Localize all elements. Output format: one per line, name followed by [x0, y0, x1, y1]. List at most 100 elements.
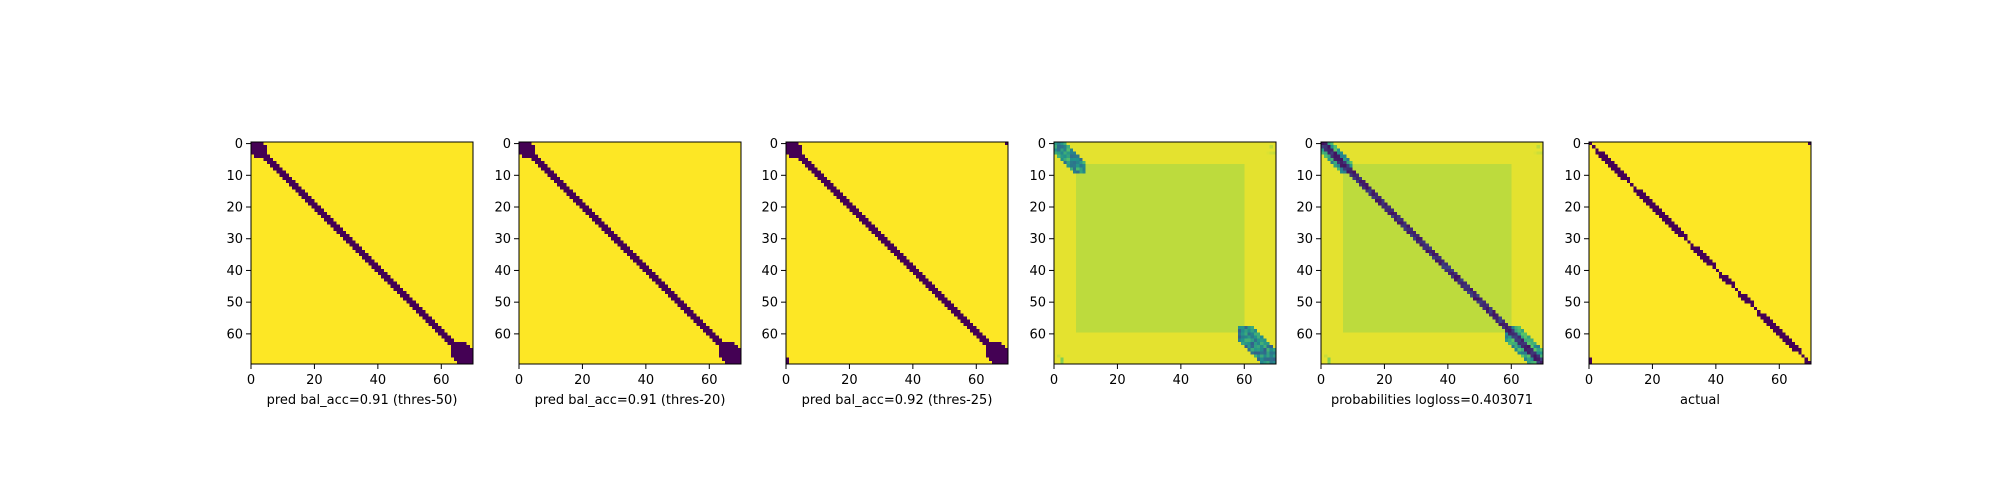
heatmap-cell — [466, 278, 471, 282]
heatmap-cell — [311, 230, 315, 235]
heatmap-cell — [304, 259, 309, 263]
heatmap-cell — [396, 341, 401, 346]
heatmap-cell — [428, 335, 433, 339]
heatmap-cell — [374, 351, 379, 355]
heatmap-cell — [406, 291, 410, 295]
heatmap-cell — [466, 313, 471, 317]
heatmap-cell — [349, 316, 353, 320]
heatmap-cell — [342, 243, 347, 247]
heatmap-cell — [308, 161, 312, 165]
heatmap-cell — [266, 151, 271, 155]
heatmap-cell — [422, 246, 426, 251]
heatmap-cell — [381, 357, 385, 362]
heatmap-cell — [289, 233, 293, 238]
heatmap-cell — [336, 157, 341, 162]
heatmap-cell — [384, 316, 388, 320]
heatmap-cell — [453, 319, 458, 324]
heatmap-cell — [323, 268, 328, 273]
heatmap-cell — [419, 154, 423, 159]
heatmap-cell — [419, 319, 423, 324]
heatmap-cell — [387, 192, 391, 197]
heatmap-cell — [282, 167, 287, 171]
heatmap-cell — [371, 291, 375, 295]
heatmap-cell — [450, 253, 455, 257]
heatmap-cell — [323, 237, 328, 241]
heatmap-cell — [365, 329, 369, 333]
heatmap-cell — [412, 265, 417, 270]
heatmap-cell — [311, 332, 315, 336]
heatmap-cell — [438, 164, 442, 168]
heatmap-cell — [251, 256, 255, 260]
heatmap-cell — [349, 325, 353, 330]
heatmap-cell — [349, 319, 353, 324]
heatmap-cell — [444, 281, 448, 286]
heatmap-cell — [415, 202, 420, 206]
heatmap-cell — [276, 233, 280, 238]
heatmap-cell — [263, 275, 268, 279]
heatmap-cell — [285, 268, 290, 273]
heatmap-cell — [396, 142, 401, 146]
heatmap-cell — [333, 142, 337, 146]
heatmap-cell — [314, 335, 318, 339]
heatmap-cell — [387, 142, 391, 146]
heatmap-cell — [270, 268, 274, 273]
heatmap-cell — [358, 360, 363, 365]
heatmap-cell — [406, 167, 410, 171]
heatmap-cell — [557, 142, 561, 146]
heatmap-cell — [371, 176, 375, 181]
heatmap-cell — [282, 214, 287, 219]
heatmap-cell — [358, 142, 363, 146]
heatmap-cell — [409, 306, 414, 311]
heatmap-cell — [270, 154, 274, 159]
heatmap-cell — [387, 211, 391, 216]
heatmap-cell — [266, 344, 271, 349]
heatmap-cell — [308, 183, 312, 187]
heatmap-cell — [438, 262, 442, 266]
heatmap-cell — [355, 202, 360, 206]
heatmap-cell — [469, 180, 474, 184]
heatmap-cell — [415, 170, 420, 175]
heatmap-cell — [457, 243, 461, 247]
heatmap-cell — [450, 249, 455, 254]
heatmap-cell — [330, 202, 334, 206]
heatmap-cell — [301, 233, 306, 238]
heatmap-cell — [349, 341, 353, 346]
heatmap-cell — [368, 161, 372, 165]
heatmap-cell — [431, 341, 436, 346]
heatmap-cell — [352, 249, 356, 254]
heatmap-cell — [355, 186, 360, 190]
heatmap-cell — [282, 202, 287, 206]
heatmap-cell — [279, 249, 284, 254]
heatmap-cell — [409, 313, 414, 317]
heatmap-cell — [419, 281, 423, 286]
heatmap-cell — [304, 360, 309, 365]
heatmap-cell — [301, 316, 306, 320]
heatmap-cell — [362, 221, 366, 225]
heatmap-cell — [460, 199, 464, 203]
heatmap-cell — [463, 237, 467, 241]
heatmap-cell — [346, 173, 350, 178]
heatmap-cell — [444, 237, 448, 241]
heatmap-cell — [453, 237, 458, 241]
heatmap-cell — [273, 316, 277, 320]
heatmap-cell — [330, 167, 334, 171]
heatmap-cell — [330, 338, 334, 343]
heatmap-cell — [266, 240, 271, 244]
heatmap-cell — [384, 224, 388, 228]
heatmap-cell — [276, 360, 280, 365]
heatmap-cell — [425, 240, 429, 244]
heatmap-cell — [434, 148, 439, 152]
heatmap-cell — [428, 233, 433, 238]
heatmap-cell — [266, 211, 271, 216]
heatmap-cell — [276, 211, 280, 216]
heatmap-cell — [560, 142, 564, 146]
heatmap-cell — [285, 351, 290, 355]
heatmap-cell — [279, 272, 284, 276]
heatmap-cell — [279, 205, 284, 209]
heatmap-cell — [254, 218, 258, 222]
heatmap-cell — [425, 170, 429, 175]
heatmap-cell — [346, 303, 350, 308]
heatmap-cell — [400, 192, 404, 197]
heatmap-cell — [362, 192, 366, 197]
heatmap-cell — [266, 180, 271, 184]
